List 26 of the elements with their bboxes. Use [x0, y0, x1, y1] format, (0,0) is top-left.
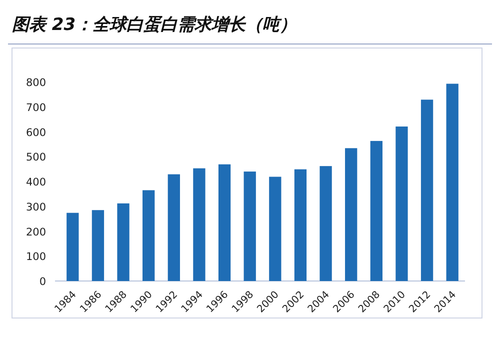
y-tick-label: 100	[26, 251, 46, 264]
bar	[92, 210, 104, 281]
bar	[142, 190, 155, 281]
bar	[294, 169, 307, 281]
bar	[193, 168, 206, 281]
y-tick-label: 500	[26, 152, 46, 164]
bar	[446, 84, 458, 281]
bar	[218, 164, 231, 281]
bar	[396, 126, 408, 281]
bar	[320, 166, 332, 281]
chart-title: 图表 23：全球白蛋白需求增长（吨）	[12, 15, 297, 35]
y-tick-label: 400	[26, 176, 46, 188]
bar	[168, 174, 180, 281]
bar	[66, 212, 79, 281]
bar	[269, 176, 282, 281]
bar	[345, 148, 358, 281]
y-tick-label: 200	[26, 226, 46, 238]
bar	[244, 172, 256, 281]
y-tick-label: 0	[39, 276, 46, 288]
bar	[370, 140, 382, 281]
y-tick-label: 700	[26, 102, 46, 114]
y-tick-label: 300	[26, 201, 46, 214]
y-tick-label: 600	[26, 126, 46, 139]
bar	[420, 100, 434, 281]
y-tick-label: 800	[26, 77, 46, 89]
bar	[117, 203, 130, 281]
